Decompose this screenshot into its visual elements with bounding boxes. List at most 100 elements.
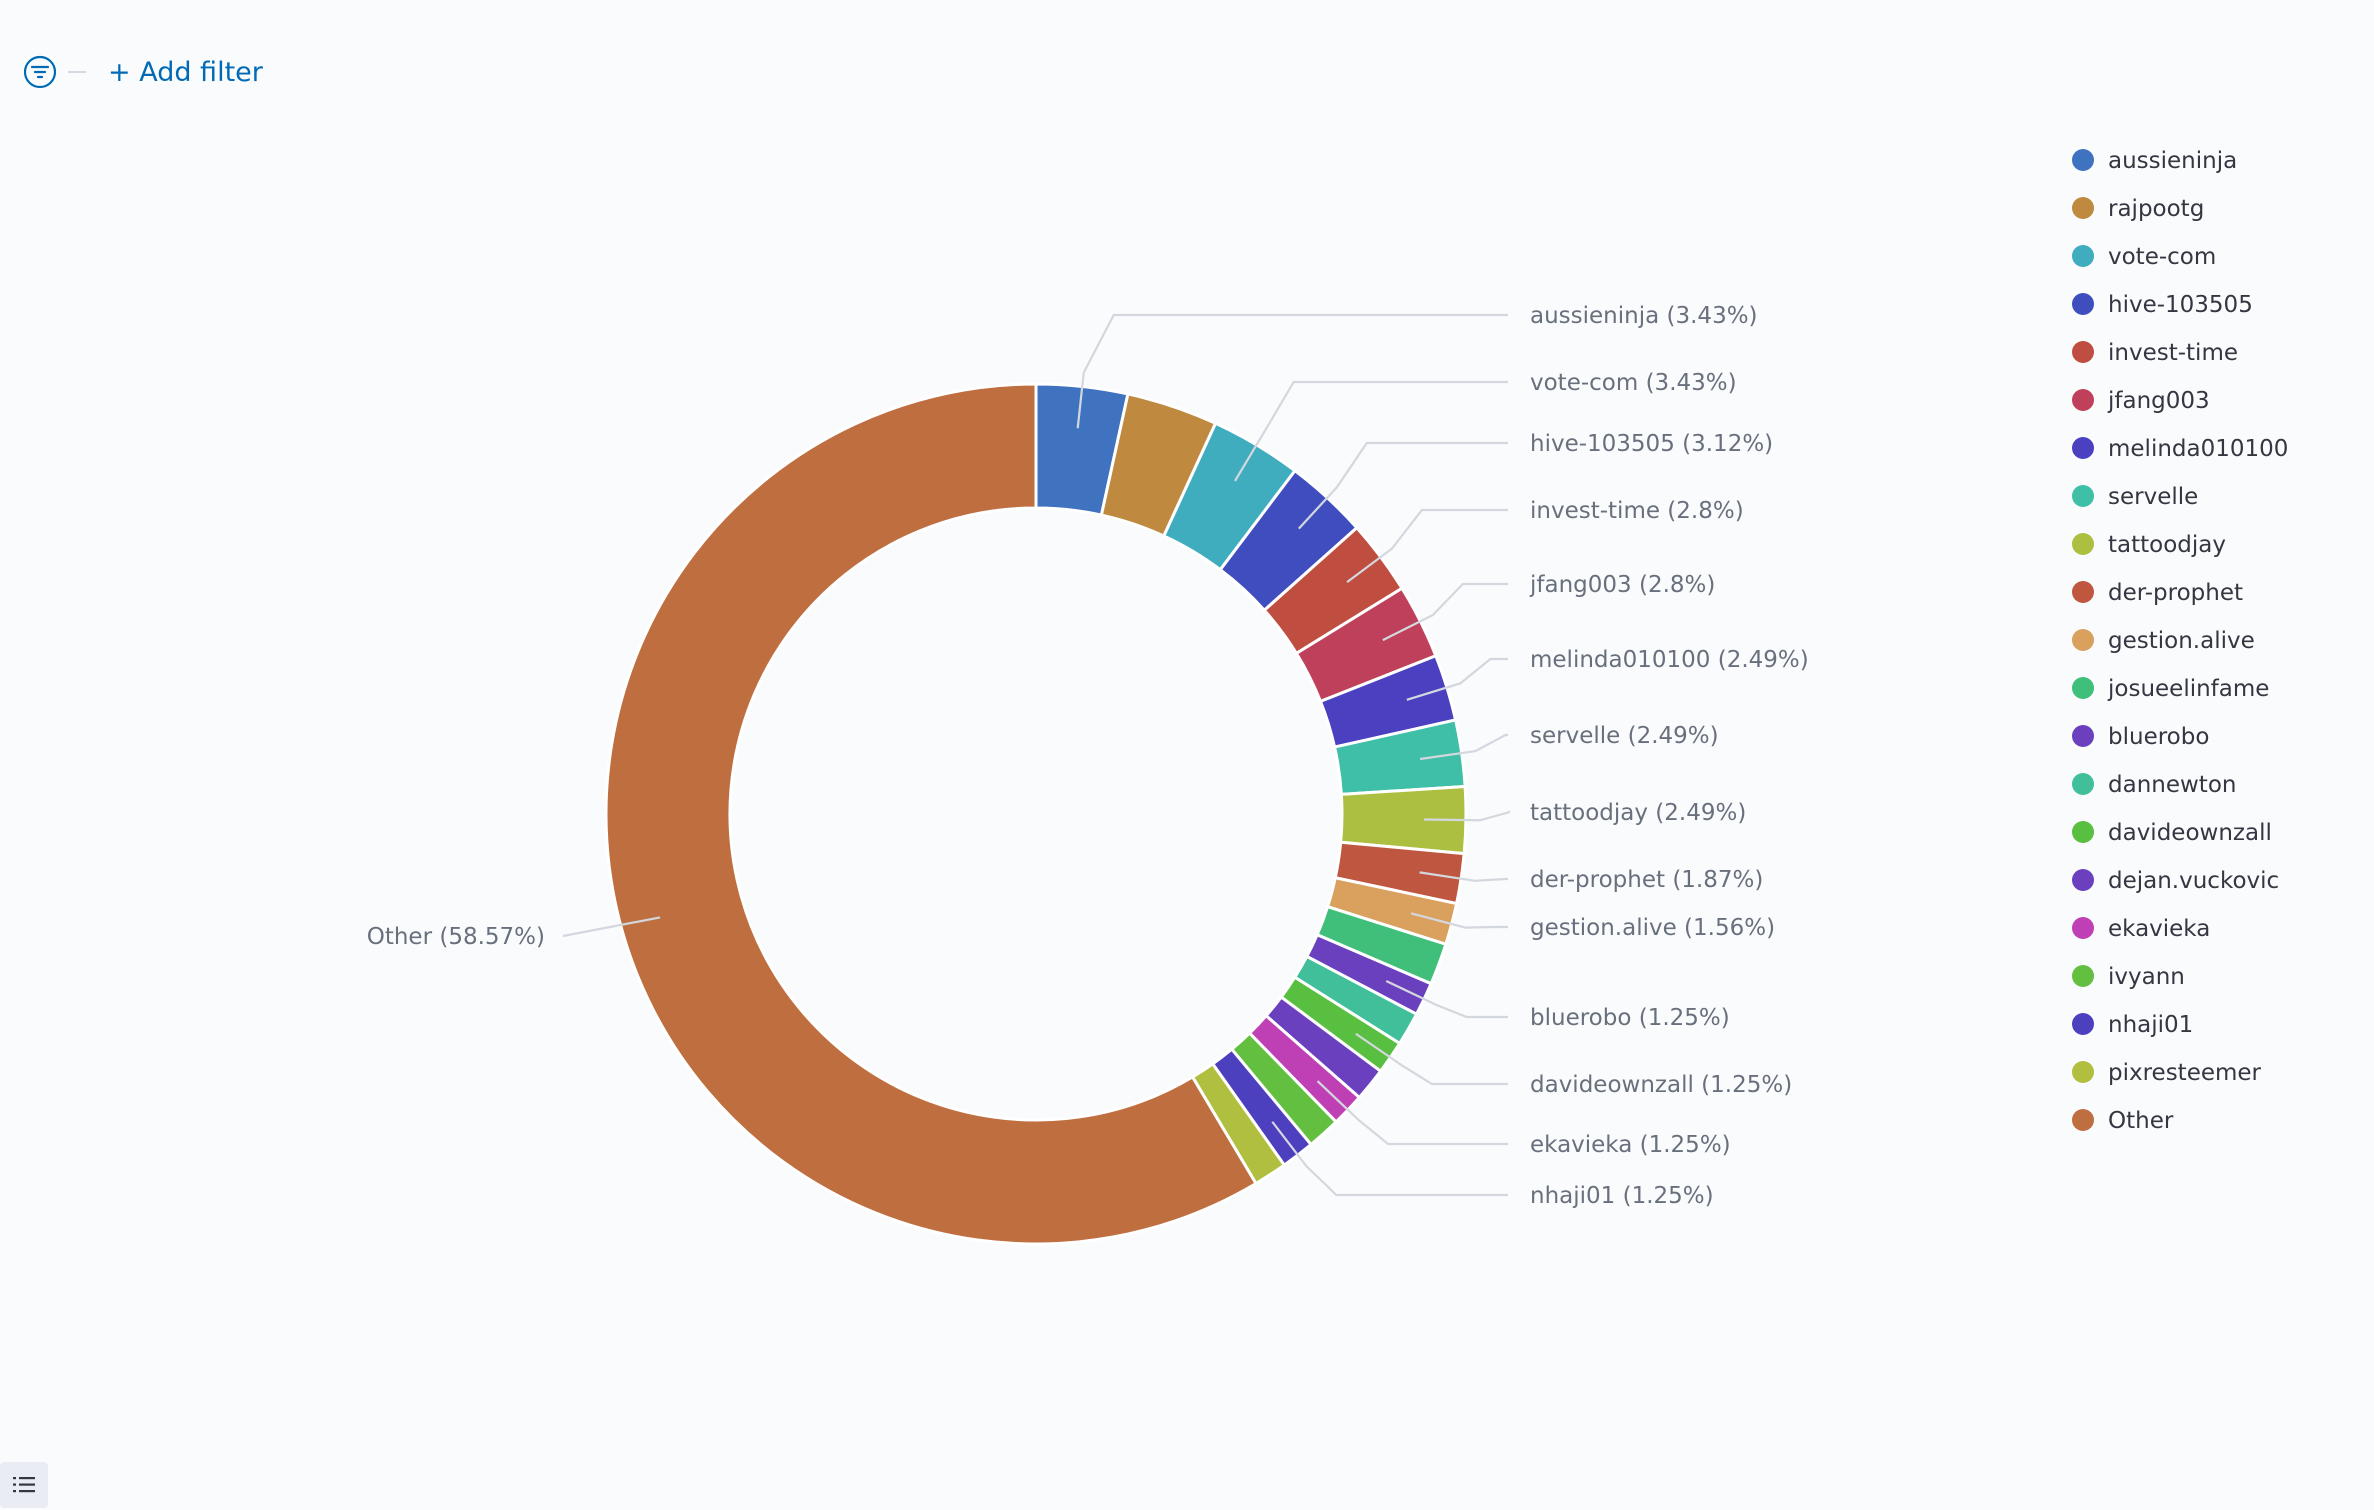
- legend-label: gestion.alive: [2108, 628, 2255, 654]
- legend-label: ekavieka: [2108, 916, 2210, 942]
- legend-item-ekavieka[interactable]: ekavieka: [2072, 916, 2210, 942]
- legend-item-josueelinfame[interactable]: josueelinfame: [2072, 676, 2269, 702]
- leader-line-melinda010100: [1406, 657, 1508, 701]
- slice-label-servelle: servelle (2.49%): [1530, 723, 1719, 749]
- legend-label: ivyann: [2108, 964, 2185, 990]
- legend-item-davideownzall[interactable]: davideownzall: [2072, 820, 2272, 846]
- slice-label-invest-time: invest-time (2.8%): [1530, 498, 1744, 524]
- legend-swatch: [2072, 341, 2094, 363]
- legend-item-jfang003[interactable]: jfang003: [2072, 388, 2210, 414]
- legend-swatch: [2072, 773, 2094, 795]
- filter-bar: + Add filter: [22, 52, 263, 92]
- legend-label: davideownzall: [2108, 820, 2272, 846]
- slice-label-jfang003: jfang003 (2.8%): [1529, 572, 1715, 598]
- legend-swatch: [2072, 149, 2094, 171]
- legend-item-dannewton[interactable]: dannewton: [2072, 772, 2236, 798]
- pie-slice-other[interactable]: [604, 382, 1259, 1246]
- legend-swatch: [2072, 245, 2094, 267]
- leader-line-ekavieka: [1316, 1080, 1508, 1146]
- legend-label: dejan.vuckovic: [2108, 868, 2279, 894]
- legend-label: rajpootg: [2108, 196, 2204, 222]
- leader-line-jfang003: [1382, 582, 1508, 642]
- legend-label: vote-com: [2108, 244, 2216, 270]
- legend-item-invest-time[interactable]: invest-time: [2072, 340, 2238, 366]
- chart-slices: [604, 382, 1468, 1246]
- legend-swatch: [2072, 389, 2094, 411]
- legend-item-gestion-alive[interactable]: gestion.alive: [2072, 628, 2255, 654]
- slice-label-bluerobo: bluerobo (1.25%): [1530, 1005, 1730, 1031]
- legend-label: servelle: [2108, 484, 2198, 510]
- add-filter-button[interactable]: + Add filter: [108, 56, 263, 88]
- legend-label: aussieninja: [2108, 148, 2237, 174]
- legend-item-rajpootg[interactable]: rajpootg: [2072, 196, 2204, 222]
- legend-label: invest-time: [2108, 340, 2238, 366]
- chart-outer-labels: aussieninja (3.43%) vote-com (3.43%) hive-…: [367, 303, 1809, 1209]
- leader-line-nhaji01: [1271, 1121, 1508, 1197]
- slice-label-vote-com: vote-com (3.43%): [1530, 370, 1737, 396]
- leader-line-invest-time: [1346, 508, 1508, 583]
- legend-item-vote-com[interactable]: vote-com: [2072, 244, 2216, 270]
- legend-label: Other: [2108, 1108, 2174, 1134]
- legend-swatch: [2072, 629, 2094, 651]
- legend-label: nhaji01: [2108, 1012, 2193, 1038]
- chart-label-leaders: [562, 313, 1511, 1197]
- slice-label-other: Other (58.57%): [367, 924, 545, 950]
- legend-item-melinda010100[interactable]: melinda010100: [2072, 436, 2288, 462]
- legend-swatch: [2072, 1109, 2094, 1131]
- legend-item-hive-103505[interactable]: hive-103505: [2072, 292, 2253, 318]
- legend-swatch: [2072, 917, 2094, 939]
- legend-swatch: [2072, 1013, 2094, 1035]
- filter-divider: [68, 71, 86, 73]
- legend-swatch: [2072, 869, 2094, 891]
- legend-swatch: [2072, 437, 2094, 459]
- legend-label: dannewton: [2108, 772, 2236, 798]
- legend-toggle-button[interactable]: [0, 1462, 48, 1508]
- legend-label: melinda010100: [2108, 436, 2288, 462]
- filter-icon[interactable]: [22, 54, 58, 90]
- slice-label-ekavieka: ekavieka (1.25%): [1530, 1132, 1731, 1158]
- slice-label-hive-103505: hive-103505 (3.12%): [1530, 431, 1773, 457]
- slice-label-melinda010100: melinda010100 (2.49%): [1530, 647, 1809, 673]
- leader-line-tattoodjay: [1423, 810, 1511, 822]
- chart-legend: aussieninja rajpootg vote-com hive-103505 in…: [2072, 148, 2288, 1134]
- leader-line-other: [562, 916, 661, 938]
- leader-line-der-prophet: [1419, 871, 1508, 882]
- legend-item-der-prophet[interactable]: der-prophet: [2072, 580, 2243, 606]
- leader-line-hive-103505: [1298, 441, 1508, 530]
- legend-label: jfang003: [2107, 388, 2210, 414]
- legend-swatch: [2072, 485, 2094, 507]
- legend-swatch: [2072, 293, 2094, 315]
- legend-item-aussieninja[interactable]: aussieninja: [2072, 148, 2237, 174]
- legend-item-servelle[interactable]: servelle: [2072, 484, 2198, 510]
- slice-label-tattoodjay: tattoodjay (2.49%): [1530, 800, 1746, 826]
- leader-line-servelle: [1419, 733, 1508, 761]
- legend-label: bluerobo: [2108, 724, 2209, 750]
- legend-label: tattoodjay: [2108, 532, 2226, 558]
- legend-item-ivyann[interactable]: ivyann: [2072, 964, 2185, 990]
- leader-line-bluerobo: [1385, 980, 1508, 1019]
- legend-swatch: [2072, 197, 2094, 219]
- leader-line-aussieninja: [1076, 313, 1508, 429]
- legend-swatch: [2072, 533, 2094, 555]
- legend-item-pixresteemer[interactable]: pixresteemer: [2072, 1060, 2262, 1086]
- legend-swatch: [2072, 821, 2094, 843]
- legend-swatch: [2072, 677, 2094, 699]
- leader-line-gestion-alive: [1410, 912, 1508, 929]
- legend-item-dejan-vuckovic[interactable]: dejan.vuckovic: [2072, 868, 2279, 894]
- slice-label-aussieninja: aussieninja (3.43%): [1530, 303, 1758, 329]
- legend-item-nhaji01[interactable]: nhaji01: [2072, 1012, 2193, 1038]
- legend-item-tattoodjay[interactable]: tattoodjay: [2072, 532, 2226, 558]
- leader-line-davideownzall: [1355, 1032, 1508, 1086]
- legend-swatch: [2072, 581, 2094, 603]
- list-icon: [13, 1477, 35, 1493]
- slice-label-nhaji01: nhaji01 (1.25%): [1530, 1183, 1714, 1209]
- legend-label: josueelinfame: [2107, 676, 2269, 702]
- legend-item-bluerobo[interactable]: bluerobo: [2072, 724, 2209, 750]
- slice-label-gestion-alive: gestion.alive (1.56%): [1530, 915, 1775, 941]
- legend-label: pixresteemer: [2108, 1060, 2262, 1086]
- legend-item-other[interactable]: Other: [2072, 1108, 2174, 1134]
- slice-label-der-prophet: der-prophet (1.87%): [1530, 867, 1763, 893]
- legend-swatch: [2072, 1061, 2094, 1083]
- leader-line-vote-com: [1234, 380, 1508, 482]
